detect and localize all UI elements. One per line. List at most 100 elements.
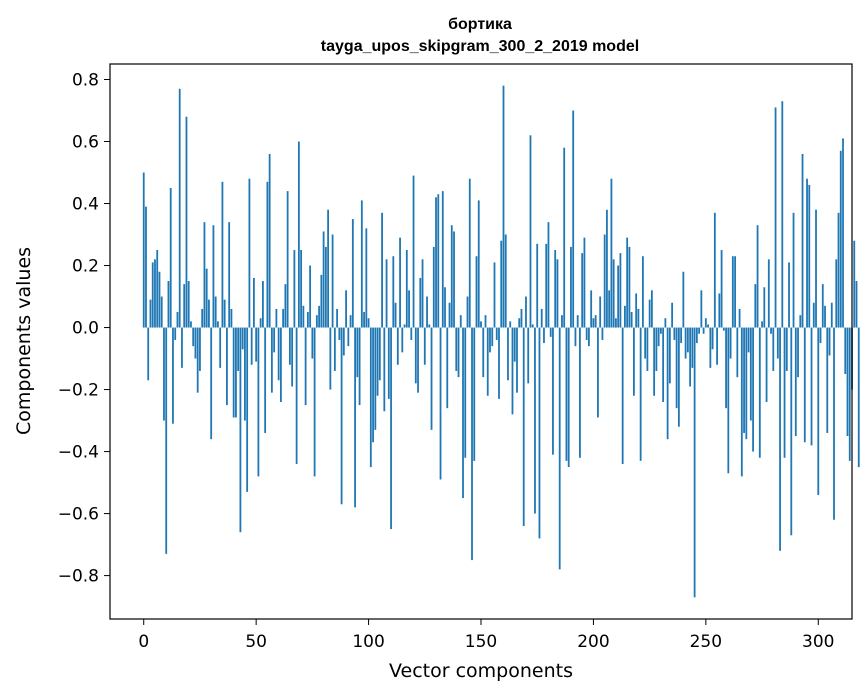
bar-196 — [583, 237, 586, 328]
y-tick-label: 0.4 — [72, 195, 99, 215]
bar-28 — [205, 268, 208, 328]
bar-47 — [248, 178, 251, 328]
bar-190 — [570, 246, 572, 328]
bar-11 — [167, 281, 170, 328]
bar-74 — [309, 265, 312, 328]
bar-104 — [376, 327, 379, 396]
bar-82 — [327, 209, 329, 328]
bar-73 — [306, 312, 309, 328]
bar-301 — [819, 327, 822, 344]
bar-224 — [646, 327, 649, 371]
bar-91 — [347, 327, 350, 347]
bar-273 — [756, 225, 759, 328]
x-tick-label: 250 — [690, 632, 722, 652]
x-tick-label: 100 — [352, 632, 384, 652]
bar-77 — [315, 315, 318, 328]
bar-134 — [444, 287, 446, 328]
bar-96 — [358, 327, 361, 406]
bar-244 — [691, 327, 694, 368]
bar-201 — [594, 315, 597, 328]
bar-71 — [302, 305, 305, 328]
bar-146 — [471, 327, 473, 561]
bar-178 — [543, 327, 545, 344]
bar-75 — [311, 327, 314, 359]
bar-5 — [154, 259, 156, 328]
bar-14 — [174, 327, 177, 340]
bar-106 — [381, 212, 383, 328]
bar-194 — [579, 327, 581, 458]
bar-258 — [722, 327, 725, 331]
bar-152 — [484, 315, 487, 328]
bar-148 — [475, 256, 478, 328]
bar-208 — [610, 178, 613, 328]
bar-156 — [493, 262, 496, 328]
bar-183 — [554, 250, 557, 328]
bar-202 — [597, 327, 599, 418]
bar-31 — [212, 225, 215, 328]
bar-228 — [655, 327, 658, 371]
bar-40 — [232, 327, 235, 418]
bar-297 — [810, 327, 813, 446]
bar-252 — [709, 327, 712, 368]
bars-group — [142, 85, 860, 598]
bar-240 — [682, 271, 685, 328]
bar-87 — [338, 327, 341, 340]
bar-247 — [698, 327, 700, 334]
bar-143 — [464, 327, 467, 458]
bar-26 — [201, 308, 204, 328]
x-axis: 0 50 100 150 200 250 300 — [138, 619, 834, 652]
bar-192 — [574, 327, 577, 347]
bar-8 — [160, 296, 163, 328]
bar-9 — [163, 327, 165, 421]
bar-109 — [387, 327, 390, 399]
bar-186 — [561, 315, 563, 328]
bar-112 — [394, 302, 397, 328]
bar-108 — [385, 259, 388, 328]
bar-210 — [615, 318, 617, 328]
bar-199 — [590, 290, 593, 328]
bar-283 — [779, 327, 781, 551]
bar-179 — [545, 243, 548, 328]
bar-187 — [563, 147, 566, 328]
bar-97 — [360, 200, 363, 328]
bar-170 — [525, 296, 527, 328]
y-axis-label: Components values — [13, 247, 35, 435]
bar-278 — [767, 259, 770, 328]
bar-311 — [842, 138, 844, 328]
bar-226 — [650, 290, 653, 328]
bar-15 — [176, 312, 179, 328]
bar-279 — [770, 327, 772, 334]
bar-219 — [635, 293, 638, 328]
bar-256 — [718, 293, 721, 328]
bar-80 — [322, 231, 325, 328]
bar-288 — [790, 327, 793, 536]
bar-12 — [169, 188, 172, 328]
bar-197 — [585, 327, 588, 340]
bar-167 — [518, 318, 521, 328]
bar-151 — [482, 327, 485, 378]
bar-204 — [601, 327, 604, 340]
bar-205 — [603, 234, 606, 328]
bar-272 — [754, 284, 757, 328]
bar-144 — [466, 296, 469, 328]
bar-58 — [273, 327, 276, 353]
bar-281 — [774, 107, 777, 328]
bar-142 — [462, 327, 464, 499]
bar-67 — [293, 250, 296, 328]
bar-89 — [342, 327, 345, 356]
bar-39 — [230, 308, 233, 328]
bar-103 — [374, 327, 377, 430]
bar-118 — [408, 290, 410, 328]
bar-318 — [857, 327, 860, 468]
y-axis: −0.8 −0.6 −0.4 −0.2 0.0 0.2 0.4 0.6 0.8 — [58, 71, 110, 587]
bar-123 — [419, 277, 422, 328]
bar-23 — [194, 327, 197, 359]
bar-176 — [538, 327, 541, 539]
y-tick-label: 0.8 — [72, 71, 99, 91]
bar-231 — [662, 327, 665, 402]
bar-289 — [792, 212, 795, 328]
bar-253 — [711, 327, 714, 350]
bar-314 — [848, 327, 851, 461]
chart-title: бортика — [448, 16, 512, 33]
bar-206 — [606, 209, 608, 328]
